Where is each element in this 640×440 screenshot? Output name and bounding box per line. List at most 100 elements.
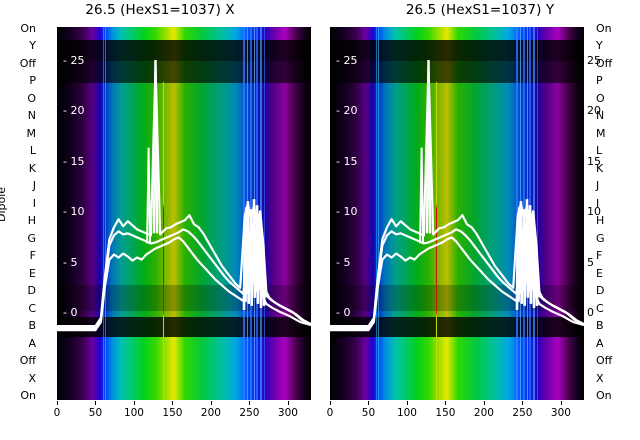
y-outer-tick: 20 (587, 104, 601, 118)
y-category-label: K (596, 161, 604, 175)
panel-y-title: 26.5 (HexS1=1037) Y (405, 2, 555, 18)
y-category-label: On (596, 389, 612, 402)
trace-spike (152, 59, 159, 234)
heatmap-streak (102, 27, 104, 400)
y-category-label: X (28, 371, 36, 385)
y-category-label: On (20, 22, 36, 35)
x-tick-label: 250 (512, 407, 533, 419)
y-category-label: O (596, 91, 605, 105)
x-tick-label: 50 (88, 407, 103, 419)
x-tick-mark (57, 401, 58, 405)
trace-spike-secondary (146, 147, 152, 244)
y-category-label: X (596, 371, 604, 385)
y-category-label: D (596, 284, 605, 298)
trace-spike-secondary (419, 147, 425, 244)
x-tick-label: 50 (361, 407, 376, 419)
x-tick-mark (483, 401, 485, 405)
y-category-label: P (29, 74, 36, 88)
y-outer-tick: 0 (587, 306, 594, 319)
y-category-label: E (29, 266, 36, 280)
y-category-label: C (596, 301, 604, 315)
x-tick-mark (560, 401, 562, 405)
x-tick-mark (249, 401, 251, 405)
y-category-label: L (596, 144, 603, 158)
x-tick-mark (133, 401, 135, 405)
y-category-label: I (32, 196, 36, 210)
y-category-label: Off (19, 56, 36, 70)
heatmap-band (57, 337, 311, 400)
x-tick-mark (210, 401, 212, 405)
x-tick-mark (95, 401, 97, 405)
heatmap-band (330, 82, 584, 317)
heatmap-streak (263, 27, 265, 400)
y-category-label: J (32, 179, 36, 193)
y-category-label: On (20, 389, 36, 402)
y-category-label: D (27, 284, 36, 298)
y-category-label: M (596, 126, 606, 140)
x-tick-label: 200 (200, 407, 221, 419)
heatmap-streak (375, 27, 377, 400)
y-category-label: C (28, 301, 36, 315)
x-tick-label: 300 (550, 407, 571, 419)
y-category-label: H (596, 214, 605, 228)
heatmap-streak (536, 27, 538, 400)
y-category-label: A (28, 336, 36, 350)
y-category-label: F (596, 249, 603, 263)
y-category-label: J (596, 179, 600, 193)
heatmap-plot-y[interactable]: - 25- 20- 15- 10- 5- 0 (330, 27, 584, 400)
trace-envelope-upper (57, 64, 311, 328)
y-category-label: P (596, 74, 603, 88)
x-tick-label: 100 (123, 407, 144, 419)
x-tick-label: 100 (396, 407, 417, 419)
x-tick-mark (406, 401, 408, 405)
trace-oscillation-block (242, 199, 267, 311)
x-tick-label: 0 (53, 407, 61, 419)
y-category-label: M (26, 126, 37, 140)
y-category-label: Off (19, 354, 36, 368)
heatmap-streak (377, 27, 379, 400)
panel-x-title: 26.5 (HexS1=1037) X (85, 2, 235, 18)
y-category-label: G (596, 231, 605, 245)
y-outer-tick: 5 (587, 255, 594, 269)
y-category-label: A (596, 336, 604, 350)
y-category-label: G (27, 231, 36, 245)
y-outer-tick: 10 (587, 205, 601, 219)
heatmap-band (330, 337, 584, 400)
trace-envelope-lower (330, 236, 584, 332)
y-category-label: K (28, 161, 36, 175)
y-category-label: Y (29, 39, 36, 53)
y-category-label: B (596, 319, 604, 333)
x-tick-label: 300 (277, 407, 298, 419)
y-category-label: B (28, 319, 36, 333)
y-outer-tick: 25 (587, 54, 601, 67)
x-tick-label: 200 (473, 407, 494, 419)
x-tick-label: 250 (239, 407, 260, 419)
x-tick-label: 150 (162, 407, 183, 419)
x-tick-mark (287, 401, 289, 405)
y-category-label: F (29, 249, 36, 263)
heatmap-plot-x[interactable]: - 25- 20- 15- 10- 5- 0 (57, 27, 311, 400)
cursor-marker-line (162, 82, 164, 400)
y-category-label: E (596, 266, 603, 280)
y-category-label: Off (596, 354, 613, 368)
y-category-label: N (596, 109, 605, 123)
trace-oscillation-block (515, 199, 540, 311)
y-category-label: On (596, 22, 612, 35)
x-tick-mark (522, 401, 524, 405)
y-category-label: L (29, 144, 36, 158)
y-category-label: O (27, 91, 36, 105)
heatmap-streak (104, 27, 106, 400)
panel-x: 26.5 (HexS1=1037) X Dipole On Y Off P O N M L K J… (0, 2, 311, 419)
x-tick-label: 150 (435, 407, 456, 419)
trace-envelope-lower (57, 236, 311, 332)
y-category-label: Y (596, 39, 603, 53)
y-category-label: N (27, 109, 36, 123)
x-tick-mark (368, 401, 370, 405)
panel-y: 26.5 (HexS1=1037) Y On Y Off P O N M L K J I H G F E D C… (320, 0, 640, 440)
trace-spike (425, 59, 432, 234)
x-tick-mark (445, 401, 447, 405)
x-tick-label: 0 (326, 407, 334, 419)
x-tick-mark (172, 401, 174, 405)
heatmap-streak (243, 27, 245, 400)
